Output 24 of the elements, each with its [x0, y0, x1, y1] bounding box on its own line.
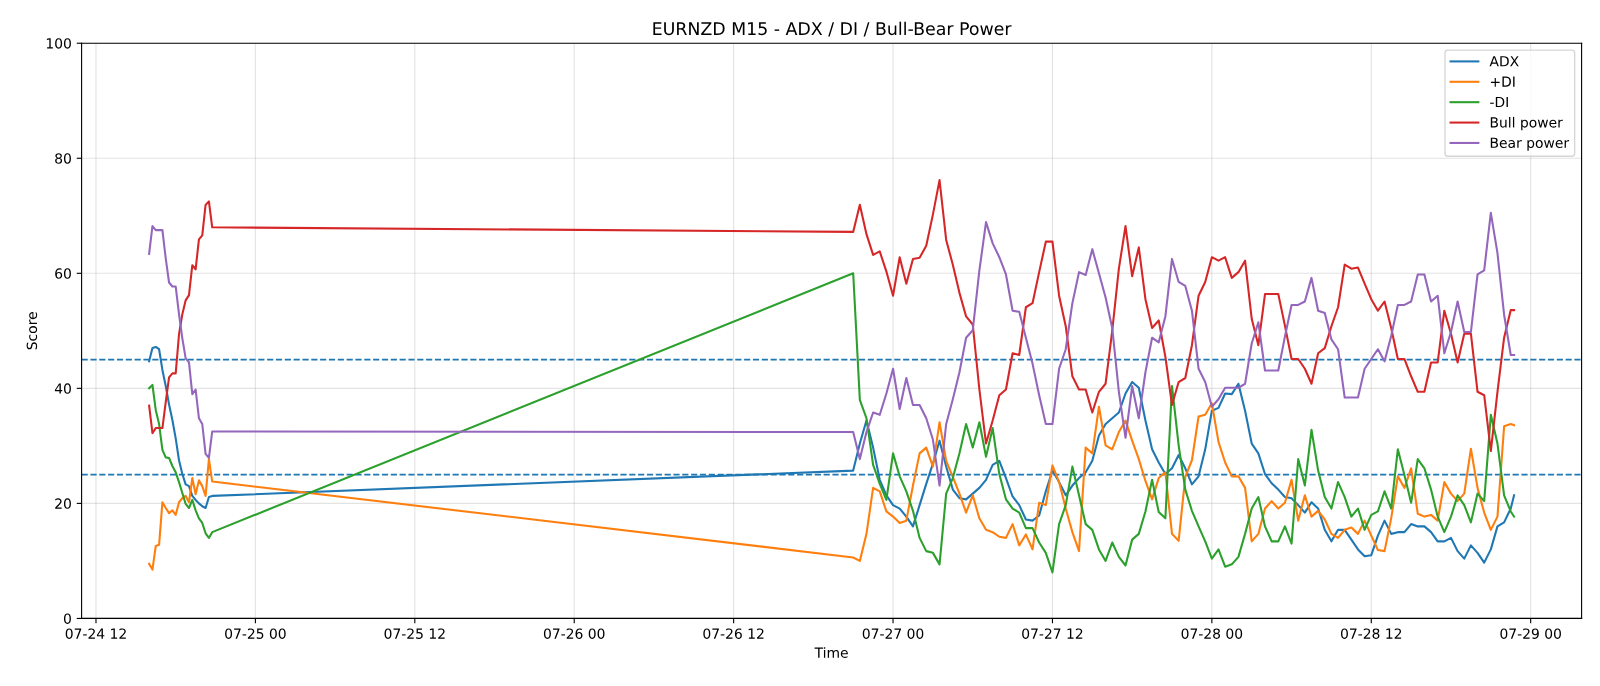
- y-tick-label: 60: [55, 268, 71, 279]
- legend-label: -DI: [1490, 96, 1508, 108]
- x-tick-label: 07-26 00: [543, 628, 605, 639]
- legend-label: Bear power: [1490, 137, 1570, 151]
- y-tick-label: 80: [55, 153, 71, 164]
- x-axis-title: Time: [814, 647, 848, 658]
- chart-title: EURNZD M15 - ADX / DI / Bull-Bear Power: [653, 21, 1012, 37]
- y-tick-label: 20: [55, 498, 71, 509]
- x-tick-label: 07-28 12: [1340, 628, 1402, 639]
- legend-label: ADX: [1489, 56, 1519, 67]
- x-tick-label: 07-25 00: [225, 628, 286, 639]
- y-tick-label: 40: [54, 383, 71, 394]
- y-axis-title: Score: [26, 312, 38, 350]
- x-tick-label: 07-26 12: [703, 628, 764, 639]
- x-tick-label: 07-25 12: [384, 628, 445, 639]
- x-tick-label: 07-28 00: [1181, 628, 1243, 639]
- legend-label: +DI: [1490, 76, 1515, 87]
- x-tick-label: 07-29 00: [1500, 628, 1561, 639]
- x-tick-label: 07-24 12: [65, 628, 126, 639]
- legend-label: Bull power: [1490, 116, 1563, 131]
- x-tick-label: 07-27 12: [1022, 628, 1083, 639]
- y-tick-label: 0: [63, 613, 71, 624]
- y-tick-label: 100: [46, 38, 71, 49]
- x-tick-label: 07-27 00: [862, 628, 924, 639]
